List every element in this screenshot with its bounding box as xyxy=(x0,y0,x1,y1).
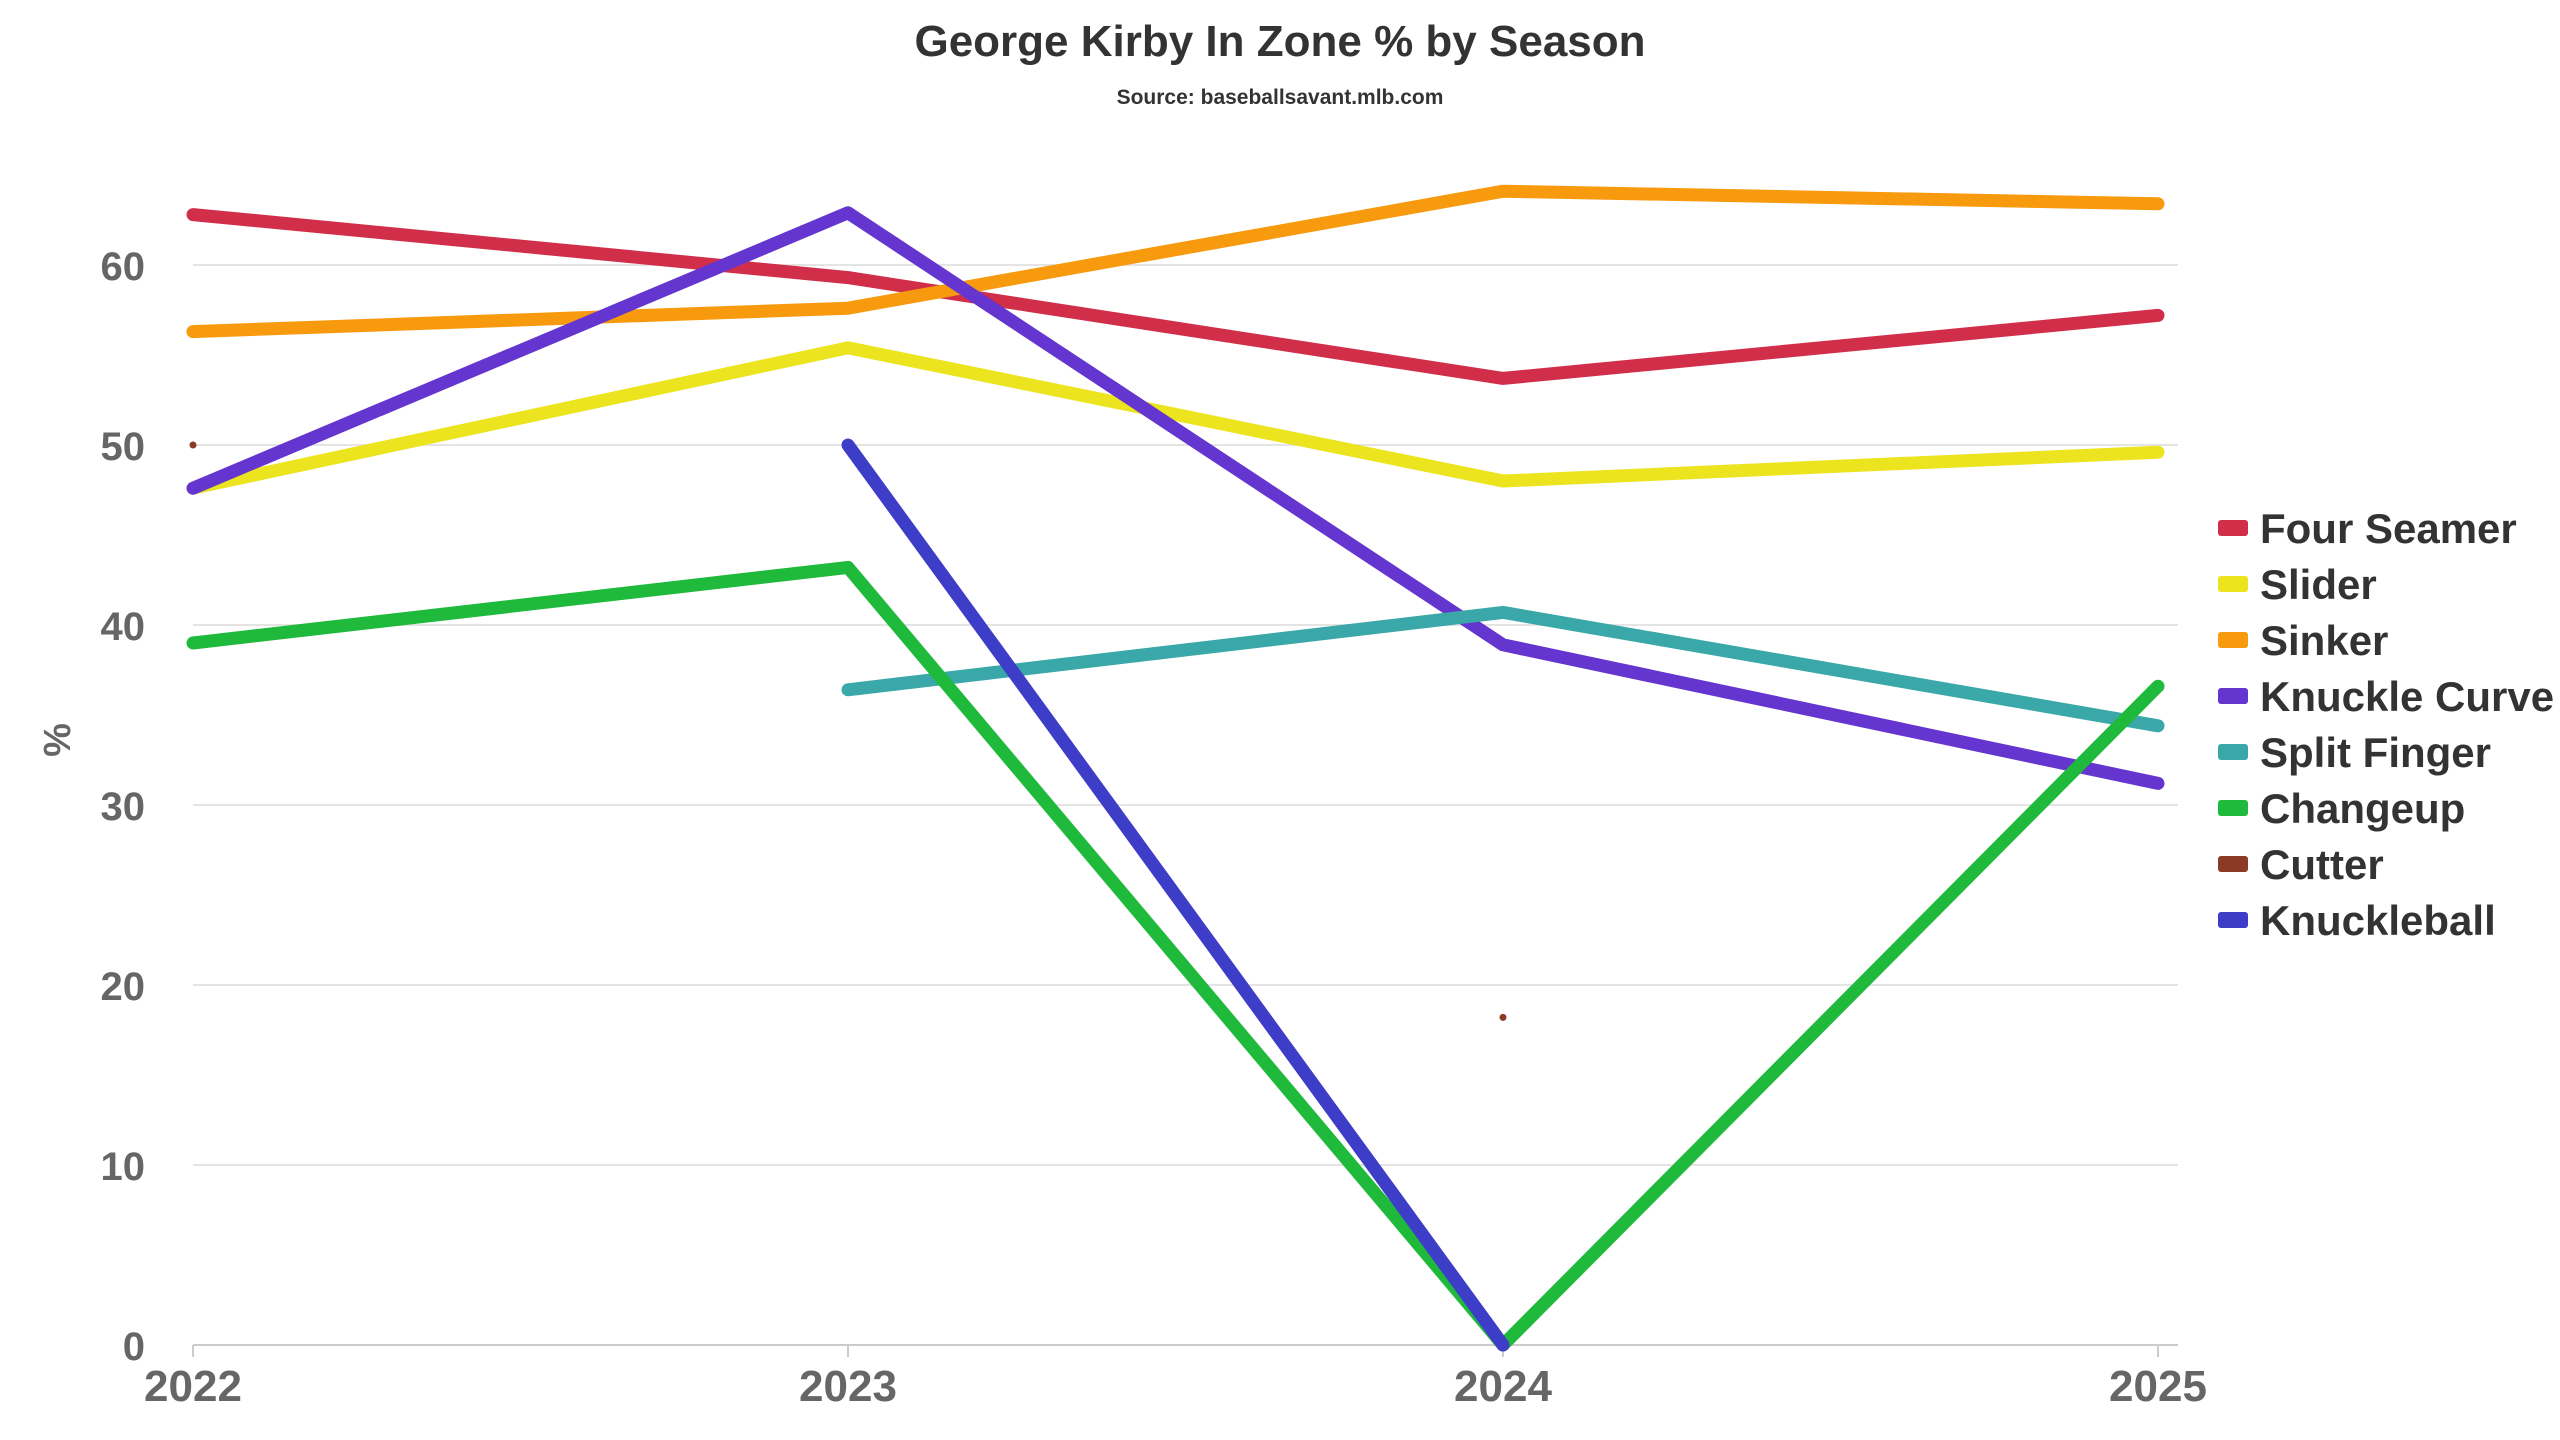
series-line-four-seamer xyxy=(186,208,2165,385)
data-point-changeup xyxy=(2154,682,2162,690)
series-lines xyxy=(186,184,2165,1352)
x-axis-ticks: 2022 2023 2024 2025 xyxy=(144,1345,2207,1411)
data-point-four-seamer xyxy=(1499,374,1507,382)
legend-swatch-cutter xyxy=(2218,856,2248,872)
data-point-slider xyxy=(1499,477,1507,485)
legend-label-slider: Slider xyxy=(2260,561,2377,608)
chart-subtitle: Source: baseballsavant.mlb.com xyxy=(1117,86,1444,109)
data-point-split-finger xyxy=(844,686,852,694)
x-tick-label: 2022 xyxy=(144,1362,242,1411)
data-point-four-seamer xyxy=(2154,311,2162,319)
x-tick-label: 2023 xyxy=(799,1362,897,1411)
legend-swatch-knuckle-curve xyxy=(2218,688,2248,704)
y-axis-label: % xyxy=(37,723,79,757)
data-point-changeup xyxy=(189,639,197,647)
legend: Four Seamer Slider Sinker Knuckle Curve Spli… xyxy=(2218,505,2554,944)
data-point-sinker xyxy=(1499,187,1507,195)
data-point-knuckle-curve xyxy=(844,209,852,217)
legend-label-cutter: Cutter xyxy=(2260,841,2384,888)
y-tick-label: 0 xyxy=(123,1325,145,1369)
data-point-four-seamer xyxy=(844,274,852,282)
data-point-slider xyxy=(2154,448,2162,456)
y-tick-label: 50 xyxy=(101,425,146,469)
y-tick-label: 40 xyxy=(101,605,146,649)
y-tick-label: 20 xyxy=(101,965,146,1009)
gridlines xyxy=(193,264,2178,1166)
legend-swatch-split-finger xyxy=(2218,744,2248,760)
data-point-cutter xyxy=(189,441,197,449)
data-point-four-seamer xyxy=(189,211,197,219)
data-point-sinker xyxy=(189,328,197,336)
legend-swatch-slider xyxy=(2218,576,2248,592)
x-tick-label: 2025 xyxy=(2109,1362,2207,1411)
data-point-split-finger xyxy=(2154,722,2162,730)
data-point-split-finger xyxy=(1499,608,1507,616)
legend-label-changeup: Changeup xyxy=(2260,785,2465,832)
legend-swatch-sinker xyxy=(2218,632,2248,648)
y-tick-label: 60 xyxy=(101,245,146,289)
legend-label-knuckleball: Knuckleball xyxy=(2260,897,2496,944)
series-line-slider xyxy=(186,341,2165,495)
data-point-knuckle-curve xyxy=(1499,641,1507,649)
data-point-slider xyxy=(844,344,852,352)
data-point-changeup xyxy=(844,563,852,571)
legend-swatch-four-seamer xyxy=(2218,520,2248,536)
legend-label-split-finger: Split Finger xyxy=(2260,729,2491,776)
series-line-changeup xyxy=(186,560,2165,1352)
legend-label-sinker: Sinker xyxy=(2260,617,2388,664)
y-axis-ticks: 0 10 20 30 40 50 60 xyxy=(101,245,146,1369)
x-tick-label: 2024 xyxy=(1454,1362,1552,1411)
legend-label-knuckle-curve: Knuckle Curve xyxy=(2260,673,2554,720)
data-point-knuckle-curve xyxy=(2154,779,2162,787)
data-point-knuckleball xyxy=(1499,1341,1507,1349)
series-line-sinker xyxy=(186,184,2165,339)
data-point-knuckleball xyxy=(844,441,852,449)
data-point-sinker xyxy=(844,304,852,312)
series-line-knuckleball xyxy=(841,438,1510,1352)
series-line-knuckle-curve xyxy=(186,206,2165,790)
legend-swatch-knuckleball xyxy=(2218,912,2248,928)
data-point-cutter xyxy=(1499,1013,1507,1021)
data-point-knuckle-curve xyxy=(189,484,197,492)
y-tick-label: 10 xyxy=(101,1145,146,1189)
chart-title: George Kirby In Zone % by Season xyxy=(914,17,1645,66)
data-point-sinker xyxy=(2154,200,2162,208)
legend-label-four-seamer: Four Seamer xyxy=(2260,505,2517,552)
legend-swatch-changeup xyxy=(2218,800,2248,816)
y-tick-label: 30 xyxy=(101,785,146,829)
